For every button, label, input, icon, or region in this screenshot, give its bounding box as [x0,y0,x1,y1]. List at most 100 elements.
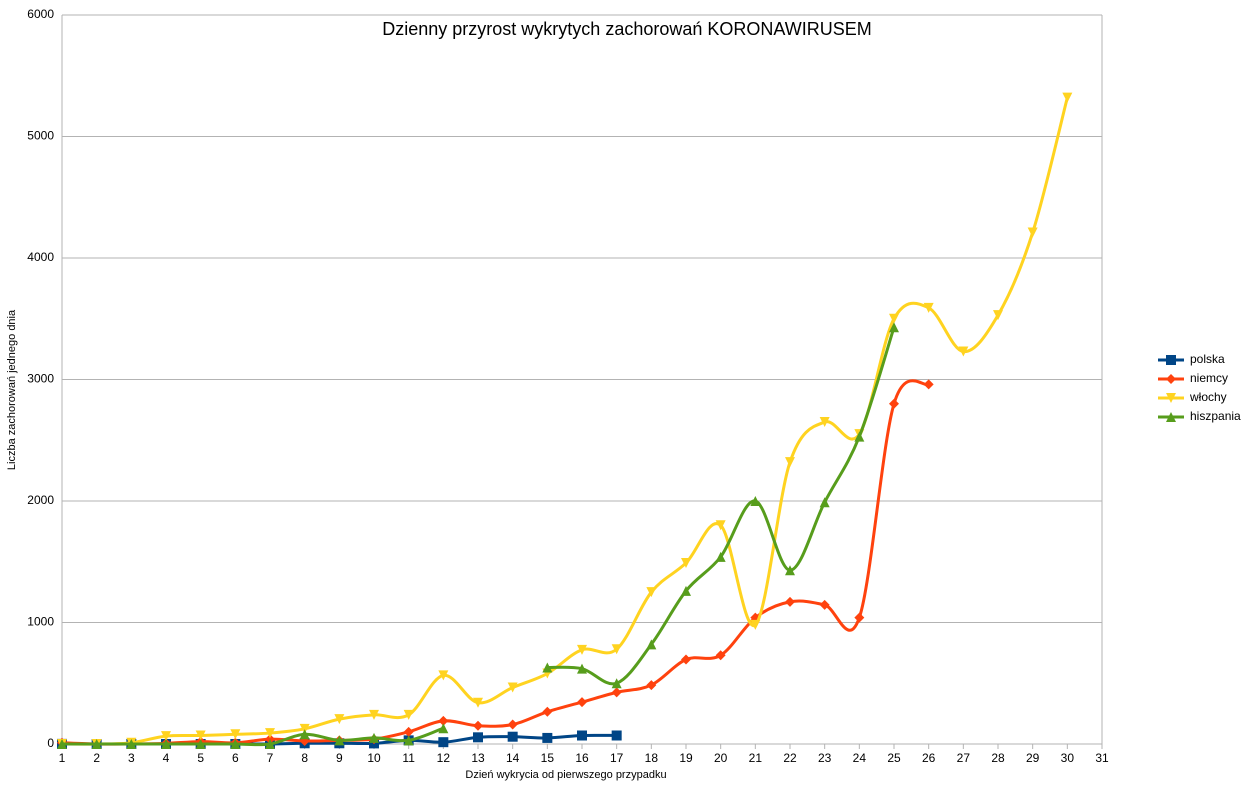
data-point [681,654,691,665]
data-point [577,697,587,708]
data-point [646,680,657,691]
x-tick-label: 25 [887,751,901,765]
data-point [993,310,1003,321]
data-point [126,739,137,749]
data-point [195,730,206,741]
x-tick-label: 29 [1026,751,1040,765]
x-tick-label: 18 [645,751,659,765]
x-tick-label: 26 [922,751,936,765]
x-tick-label: 16 [575,751,589,765]
data-point [1027,227,1038,238]
x-tick-label: 21 [749,751,763,765]
data-point [507,719,518,730]
data-point [715,520,726,531]
data-point [854,431,865,442]
legend-marker [1166,374,1176,384]
data-point [473,720,483,731]
x-tick-label: 20 [714,751,728,765]
y-axis-label: Liczba zachorowań jednego dnia [6,309,18,470]
data-point [542,706,553,717]
data-point [611,687,622,698]
x-tick-label: 15 [541,751,555,765]
data-point [507,682,518,693]
data-point [57,739,67,749]
y-tick-label: 4000 [27,250,54,264]
data-point [195,739,206,749]
data-point [1062,92,1073,103]
data-point [889,322,899,333]
data-point [334,735,345,746]
data-point [369,732,379,743]
data-point [819,417,830,428]
chart-title: Dzienny przyrost wykrytych zachorowań KO… [382,19,871,39]
x-tick-label: 4 [163,751,170,765]
data-point [473,697,483,708]
data-point [681,557,691,568]
y-tick-label: 1000 [27,615,54,629]
data-point [299,723,310,734]
x-tick-label: 8 [301,751,308,765]
x-tick-label: 31 [1095,751,1109,765]
x-tick-label: 24 [853,751,867,765]
legend-marker [1166,412,1176,422]
data-point [161,731,171,742]
data-point [715,551,726,562]
x-tick-label: 6 [232,751,239,765]
x-tick-label: 22 [783,751,797,765]
data-point [646,639,657,650]
data-point [854,612,865,623]
data-point [230,729,241,740]
legend-label: polska [1190,352,1225,366]
x-tick-label: 7 [267,751,274,765]
data-point [646,587,657,598]
x-tick-label: 27 [957,751,971,765]
data-point [334,714,345,725]
y-tick-label: 0 [47,736,54,750]
data-point [681,585,691,596]
legend-marker [1166,355,1176,365]
data-point [577,644,587,655]
x-tick-label: 5 [197,751,204,765]
legend-label: hiszpania [1190,409,1241,423]
data-point [819,599,830,610]
data-point [785,457,795,468]
data-point [438,715,449,726]
data-point [750,496,761,506]
data-point [438,737,449,748]
legend-marker [1166,393,1176,403]
data-point [577,730,587,741]
data-point [230,739,241,749]
y-tick-label: 5000 [27,129,54,143]
data-point [785,565,795,576]
data-point [369,709,379,720]
data-point [403,726,414,737]
data-point [507,731,518,742]
y-tick-label: 6000 [27,7,54,21]
data-point [265,739,275,749]
x-tick-label: 14 [506,751,520,765]
data-point [542,662,553,673]
data-point [889,313,899,324]
x-tick-label: 28 [991,751,1005,765]
x-tick-label: 10 [367,751,381,765]
data-point [577,663,587,674]
x-tick-label: 1 [59,751,66,765]
data-point [750,619,761,630]
y-tick-label: 3000 [27,372,54,386]
data-point [611,644,622,655]
x-tick-label: 17 [610,751,624,765]
x-axis-label: Dzień wykrycia od pierwszego przypadku [465,769,666,781]
data-point [889,398,899,409]
data-point [785,596,795,607]
x-tick-label: 12 [437,751,451,765]
data-point [265,728,275,739]
x-tick-label: 30 [1061,751,1075,765]
data-point [542,732,553,743]
x-tick-label: 9 [336,751,343,765]
data-point [958,346,969,357]
x-tick-label: 2 [93,751,100,765]
data-point [611,678,622,689]
x-tick-label: 11 [402,751,415,765]
x-tick-label: 3 [128,751,135,765]
